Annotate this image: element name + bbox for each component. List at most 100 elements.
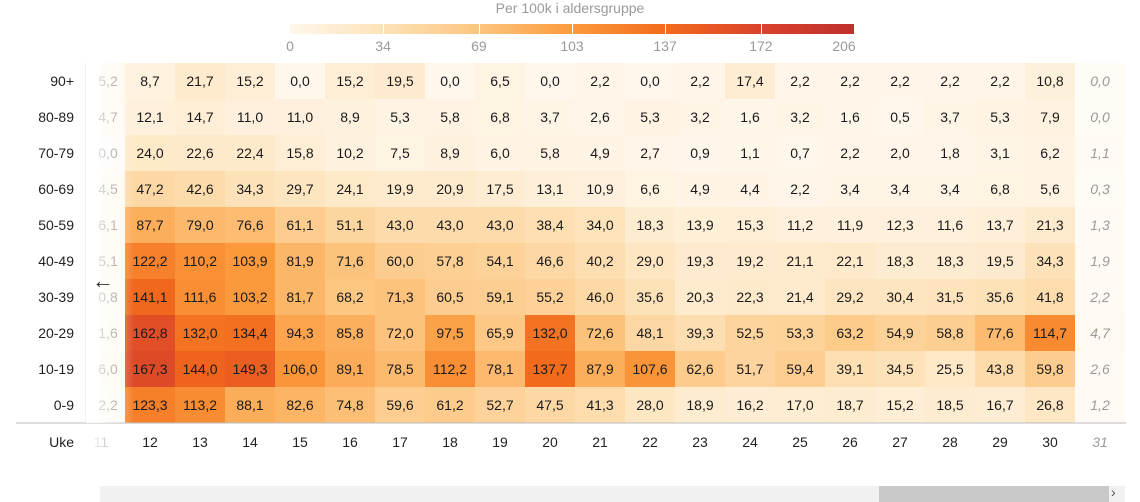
heatmap-cell — [1025, 351, 1075, 387]
cell-value: 1,8 — [940, 145, 960, 161]
heatmap-cell — [325, 207, 375, 243]
heatmap-cell — [575, 315, 625, 351]
horizontal-scrollbar-track[interactable] — [100, 486, 1125, 502]
heatmap-cell — [325, 99, 375, 135]
heatmap-cell — [625, 171, 675, 207]
cell-value: 22,1 — [836, 253, 863, 269]
cell-value: 24,0 — [136, 145, 163, 161]
heatmap-cell — [725, 63, 775, 99]
heatmap-cell — [625, 315, 675, 351]
cell-value: 12,1 — [136, 109, 163, 125]
heatmap-cell — [1025, 279, 1075, 315]
heatmap-cell — [275, 63, 325, 99]
horizontal-scrollbar-thumb[interactable] — [879, 486, 1109, 502]
cell-value: 0,0 — [440, 73, 460, 89]
cell-value: 26,8 — [1036, 397, 1063, 413]
heatmap-cell — [525, 315, 575, 351]
heatmap-cell — [225, 63, 275, 99]
heatmap-cell — [775, 315, 825, 351]
cell-value: 13,9 — [686, 217, 713, 233]
heatmap-cell — [775, 63, 825, 99]
heatmap-cell — [975, 279, 1025, 315]
cell-value: 1,6 — [840, 109, 860, 125]
row-label: 90+ — [50, 73, 74, 89]
cell-value: 11,6 — [937, 217, 963, 233]
chevron-right-icon[interactable]: › — [1111, 484, 1116, 500]
cell-value: 35,6 — [986, 289, 1013, 305]
cell-value: 54,9 — [886, 325, 913, 341]
cell-value: 149,3 — [232, 361, 267, 377]
heatmap-cell — [975, 315, 1025, 351]
legend-tick-line — [665, 24, 667, 34]
cell-value-ghost: 1,1 — [1090, 145, 1109, 161]
legend-tick-172: 172 — [749, 38, 773, 54]
heatmap-cell — [725, 135, 775, 171]
cell-value: 2,2 — [790, 73, 810, 89]
cell-value: 167,3 — [132, 361, 167, 377]
cell-value: 61,1 — [286, 217, 313, 233]
row-label: 0-9 — [54, 397, 74, 413]
cell-value: 16,7 — [986, 397, 1013, 413]
cell-value: 18,5 — [936, 397, 963, 413]
week-tick: 29 — [992, 434, 1008, 450]
heatmap-cell — [275, 135, 325, 171]
cell-value: 17,4 — [736, 73, 763, 89]
heatmap-cell — [925, 351, 975, 387]
heatmap-cell — [875, 207, 925, 243]
cell-value: 19,2 — [736, 253, 763, 269]
heatmap-cell — [425, 279, 475, 315]
cell-value: 123,3 — [132, 397, 167, 413]
legend-tick-206: 206 — [832, 38, 856, 54]
heatmap-cell — [275, 207, 325, 243]
heatmap-cell — [825, 99, 875, 135]
cell-value: 11,0 — [237, 109, 263, 125]
heatmap-cell — [675, 63, 725, 99]
cell-value: 17,0 — [786, 397, 813, 413]
cell-value: 43,0 — [386, 217, 413, 233]
heatmap-cell — [325, 387, 375, 423]
arrow-left-icon[interactable]: ← — [92, 268, 114, 293]
cell-value: 103,2 — [232, 289, 267, 305]
week-tick: 14 — [242, 434, 258, 450]
heatmap-cell — [875, 63, 925, 99]
heatmap-cell — [475, 351, 525, 387]
heatmap-cell — [625, 99, 675, 135]
heatmap-cell — [225, 135, 275, 171]
legend-tick-0: 0 — [286, 38, 294, 54]
heatmap-cell — [675, 279, 725, 315]
cell-value-ghost: 0,0 — [1090, 109, 1110, 125]
heatmap-cell-ghost — [1075, 207, 1125, 243]
heatmap-cell — [875, 171, 925, 207]
heatmap-cell — [425, 171, 475, 207]
heatmap-cell — [675, 351, 725, 387]
heatmap-cell — [775, 171, 825, 207]
heatmap-cell — [575, 351, 625, 387]
week-tick: 25 — [792, 434, 808, 450]
cell-value: 10,2 — [336, 145, 363, 161]
week-tick: 17 — [392, 434, 408, 450]
heatmap-cell — [1025, 243, 1075, 279]
heatmap-cell — [725, 99, 775, 135]
cell-value: 77,6 — [986, 325, 1013, 341]
heatmap-cell — [575, 207, 625, 243]
cell-value: 18,9 — [686, 397, 713, 413]
cell-value: 8,7 — [140, 73, 160, 89]
heatmap-cell — [475, 315, 525, 351]
cell-value: 30,4 — [886, 289, 913, 305]
cell-value: 52,7 — [486, 397, 513, 413]
week-tick: 20 — [542, 434, 558, 450]
week-tick: 28 — [942, 434, 958, 450]
heatmap-cell — [925, 63, 975, 99]
heatmap-cell — [825, 279, 875, 315]
heatmap-cell — [1025, 99, 1075, 135]
cell-value: 4,4 — [740, 181, 760, 197]
heatmap-cell — [875, 135, 925, 171]
cell-value: 42,6 — [186, 181, 213, 197]
heatmap-cell — [825, 387, 875, 423]
cell-value: 3,4 — [840, 181, 860, 197]
heatmap-cell — [325, 315, 375, 351]
heatmap-cell — [775, 351, 825, 387]
cell-value: 81,9 — [286, 253, 313, 269]
cell-value: 2,2 — [790, 181, 810, 197]
week-tick: 12 — [142, 434, 158, 450]
